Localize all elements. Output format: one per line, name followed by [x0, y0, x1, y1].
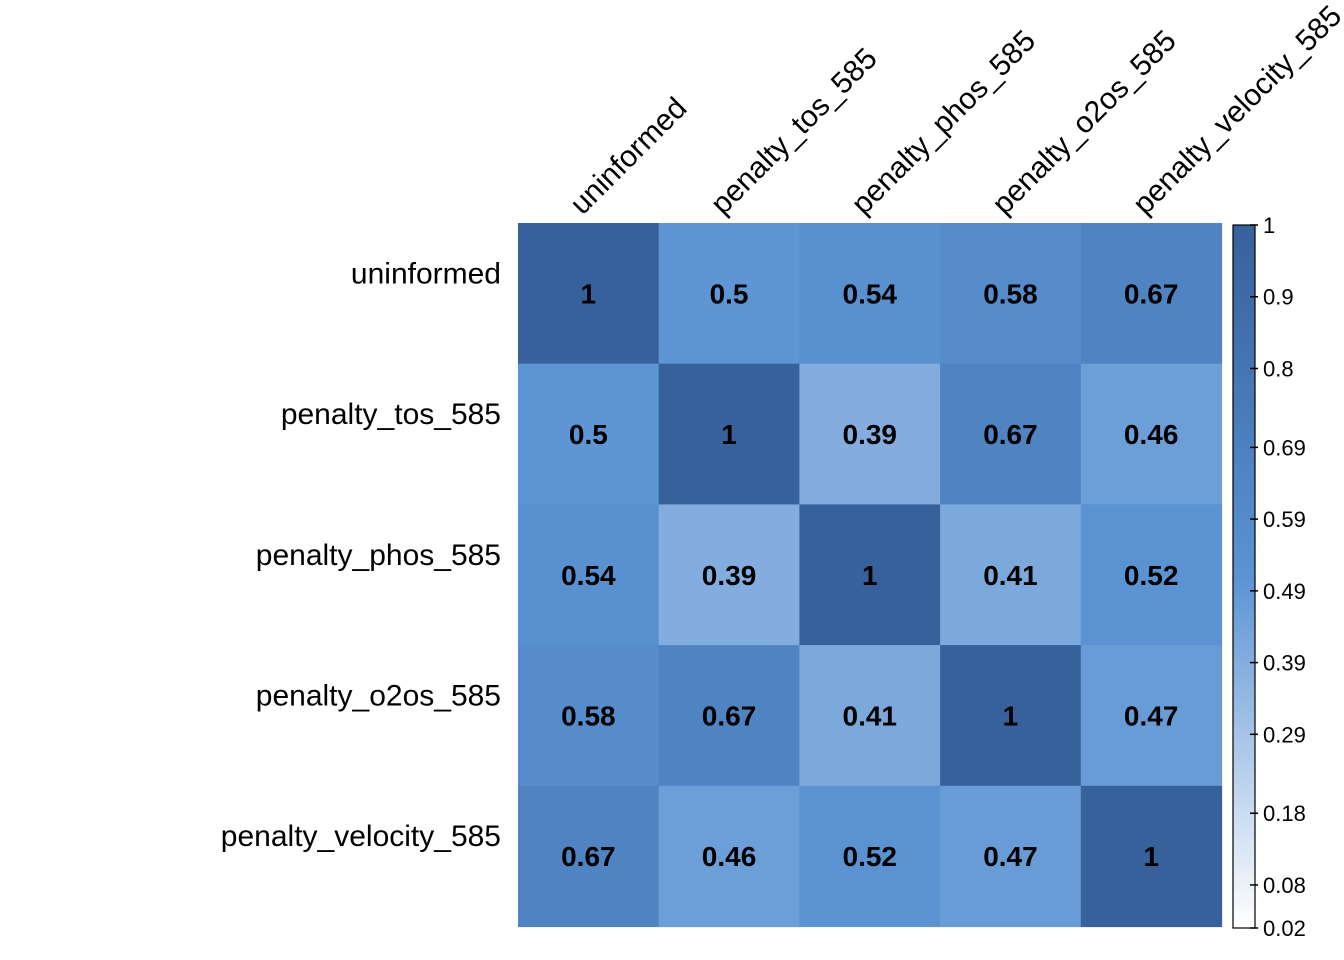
heatmap-cell	[658, 504, 800, 646]
cell-value-label: 1	[721, 419, 737, 450]
column-labels: uninformed penalty_tos_585penalty_phos_58…	[564, 0, 1344, 221]
row-label: penalty_o2os_585	[256, 679, 501, 712]
heatmap-cell	[940, 363, 1082, 505]
heatmap-cell	[1080, 504, 1223, 646]
legend-color-bar	[1232, 224, 1256, 929]
heatmap-cell-labels: 1 0.5 0.54 0.58 0.67 0.5 1 0.39 0.67 0.46 0.54 0.39…	[561, 278, 1178, 872]
cell-value-label: 0.67	[983, 419, 1038, 450]
legend-tick-label: 0.8	[1263, 356, 1294, 381]
row-label: uninformed	[351, 257, 501, 290]
cell-value-label: 0.46	[1124, 419, 1179, 450]
cell-value-label: 1	[1003, 700, 1019, 731]
cell-value-label: 1	[862, 560, 878, 591]
cell-value-label: 1	[581, 278, 597, 309]
cell-value-label: 0.5	[569, 419, 608, 450]
row-label: penalty_phos_585	[256, 539, 501, 572]
heatmap-cells	[518, 223, 1223, 928]
heatmap-cell	[940, 645, 1082, 787]
heatmap-cell	[518, 504, 660, 646]
heatmap-cell	[518, 363, 660, 505]
legend-tick-label: 0.02	[1263, 916, 1306, 941]
legend-ticks: 1 0.9 0.8 0.69 0.59 0.49 0.39 0.29 0.18 0.08 0.02	[1250, 213, 1306, 941]
heatmap-cell	[940, 785, 1082, 928]
heatmap-cell	[940, 223, 1082, 365]
cell-value-label: 0.58	[983, 278, 1038, 309]
heatmap-cell	[658, 363, 800, 505]
cell-value-label: 0.41	[983, 560, 1038, 591]
column-label: uninformed	[564, 91, 693, 220]
heatmap-cell	[799, 645, 941, 787]
row-label: penalty_velocity_585	[221, 820, 501, 853]
heatmap-cell	[1080, 363, 1223, 505]
cell-value-label: 0.58	[561, 700, 616, 731]
heatmap-cell	[518, 785, 660, 928]
heatmap-cell	[1080, 223, 1223, 365]
color-legend: 1 0.9 0.8 0.69 0.59 0.49 0.39 0.29 0.18 0.08 0.02	[1232, 213, 1306, 941]
heatmap-cell	[658, 223, 800, 365]
cell-value-label: 0.41	[843, 700, 898, 731]
cell-value-label: 0.52	[843, 841, 898, 872]
legend-tick-label: 0.18	[1263, 801, 1306, 826]
legend-tick-label: 0.08	[1263, 873, 1306, 898]
row-labels: uninformed penalty_tos_585 penalty_phos_58…	[221, 257, 501, 853]
heatmap-cell	[799, 504, 941, 646]
legend-tick-label: 0.49	[1263, 579, 1306, 604]
legend-tick-label: 0.29	[1263, 722, 1306, 747]
cell-value-label: 0.39	[843, 419, 898, 450]
heatmap-cell	[658, 785, 800, 928]
heatmap-cell	[658, 645, 800, 787]
cell-value-label: 1	[1143, 841, 1159, 872]
heatmap-cell	[518, 223, 660, 365]
legend-tick-label: 0.69	[1263, 435, 1306, 460]
heatmap-cell	[1080, 785, 1223, 928]
heatmap-cell	[940, 504, 1082, 646]
cell-value-label: 0.5	[710, 278, 749, 309]
cell-value-label: 0.67	[561, 841, 616, 872]
heatmap-cell	[518, 645, 660, 787]
legend-tick-label: 0.39	[1263, 651, 1306, 676]
heatmap-cell	[799, 785, 941, 928]
cell-value-label: 0.54	[561, 560, 616, 591]
heatmap-cell	[799, 223, 941, 365]
cell-value-label: 0.67	[1124, 278, 1179, 309]
cell-value-label: 0.47	[1124, 700, 1179, 731]
row-label: penalty_tos_585	[281, 398, 501, 431]
legend-tick-label: 1	[1263, 213, 1275, 238]
cell-value-label: 0.39	[702, 560, 757, 591]
cell-value-label: 0.47	[983, 841, 1038, 872]
heatmap-cell	[1080, 645, 1223, 787]
cell-value-label: 0.46	[702, 841, 757, 872]
cell-value-label: 0.67	[702, 700, 757, 731]
cell-value-label: 0.52	[1124, 560, 1179, 591]
cell-value-label: 0.54	[843, 278, 898, 309]
legend-tick-label: 0.9	[1263, 285, 1294, 310]
heatmap-cell	[799, 363, 941, 505]
legend-tick-label: 0.59	[1263, 507, 1306, 532]
